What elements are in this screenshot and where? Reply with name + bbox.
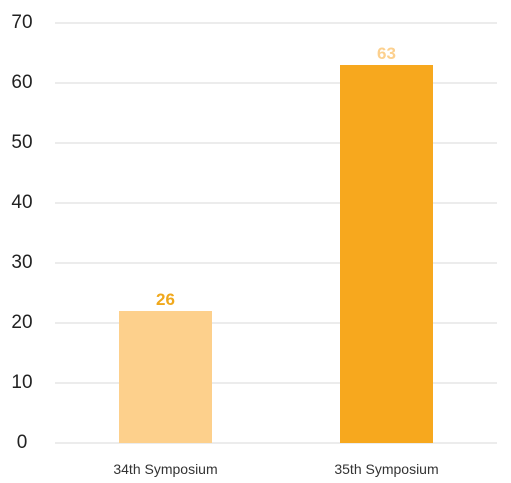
data-label: 63 xyxy=(377,44,396,63)
x-axis-category-labels: 34th Symposium 35th Symposium xyxy=(113,461,438,477)
bars xyxy=(119,65,433,443)
y-tick-label: 70 xyxy=(11,12,32,33)
x-category-label: 35th Symposium xyxy=(334,461,438,477)
y-tick-label: 30 xyxy=(11,252,32,273)
bar xyxy=(340,65,433,443)
bar xyxy=(119,311,212,443)
data-label: 26 xyxy=(156,290,175,309)
data-labels: 26 63 xyxy=(156,44,396,309)
y-tick-label: 50 xyxy=(11,132,32,153)
y-axis-tick-labels: 0 10 20 30 40 50 60 70 xyxy=(11,12,32,453)
y-tick-label: 40 xyxy=(11,192,32,213)
y-tick-label: 60 xyxy=(11,72,32,93)
y-tick-label: 20 xyxy=(11,312,32,333)
x-category-label: 34th Symposium xyxy=(113,461,217,477)
y-tick-label: 10 xyxy=(11,372,32,393)
y-tick-label: 0 xyxy=(17,432,28,453)
